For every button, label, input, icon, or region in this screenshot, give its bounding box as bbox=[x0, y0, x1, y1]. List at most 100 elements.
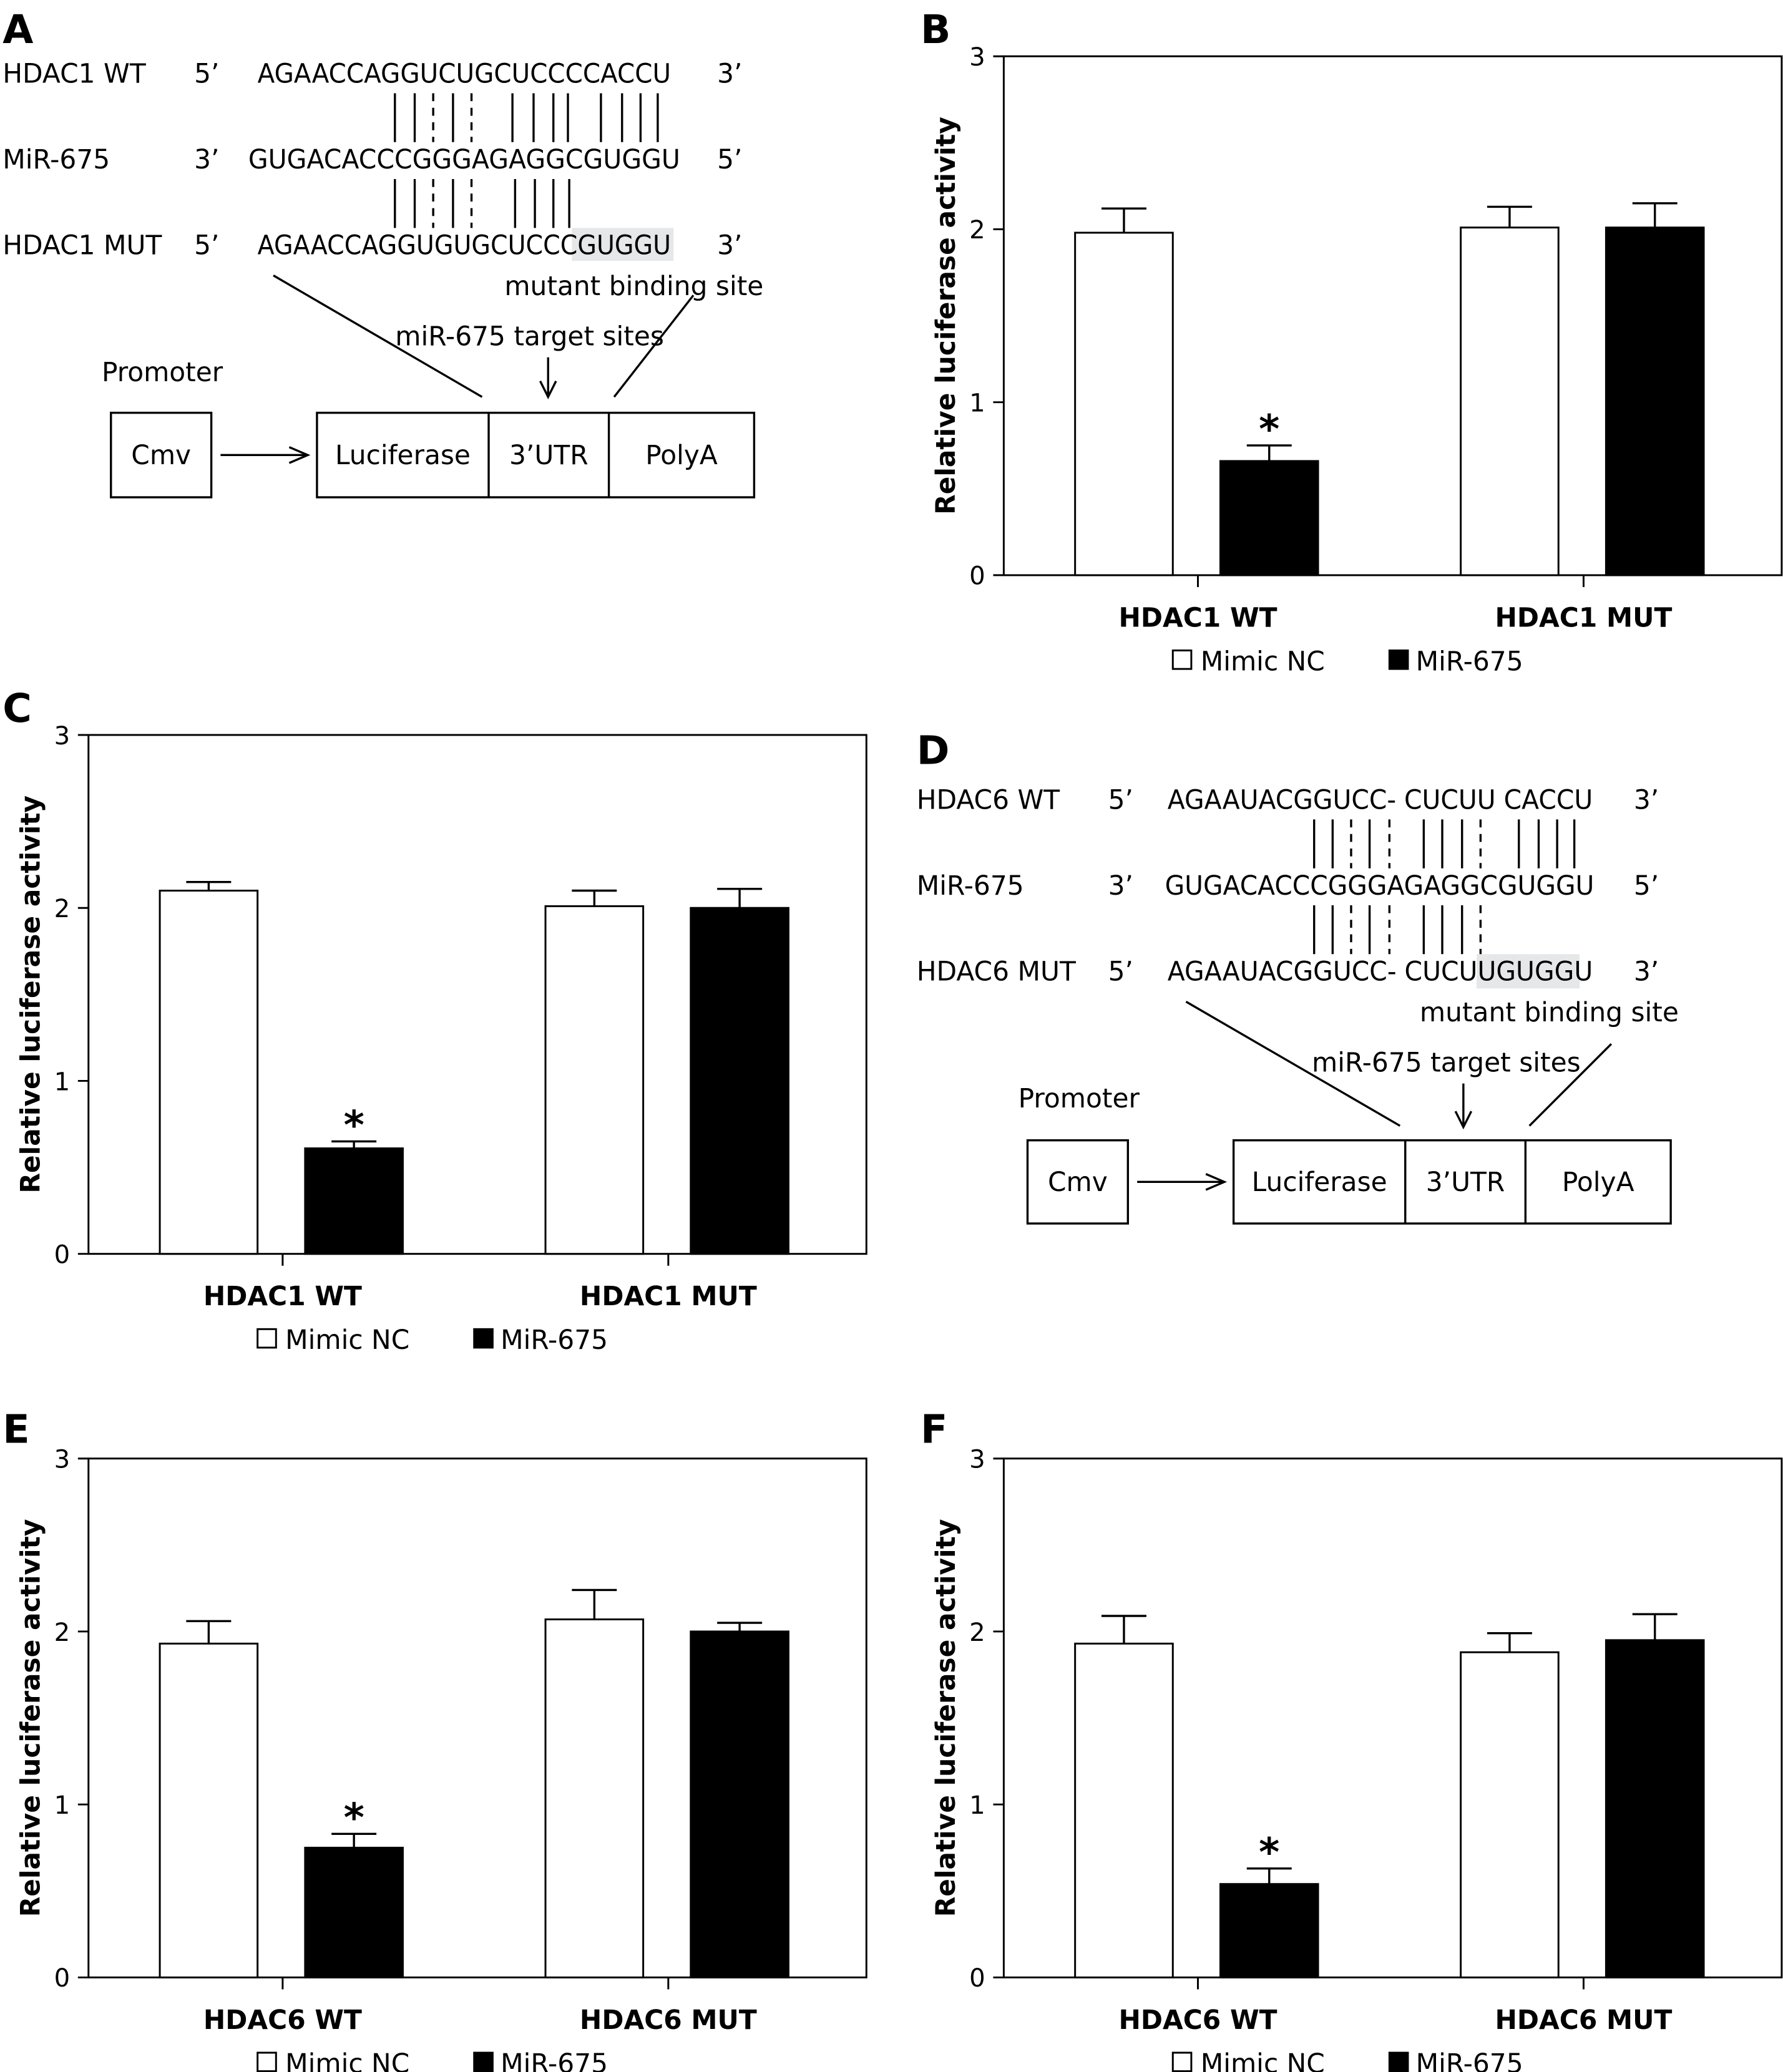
polya-label: PolyA bbox=[645, 440, 718, 470]
utr-label: 3’UTR bbox=[1426, 1167, 1505, 1197]
promoter-label: Promoter bbox=[102, 357, 223, 387]
cmv-box bbox=[110, 411, 213, 499]
y-tick-label: 2 bbox=[54, 1618, 71, 1647]
y-tick-label: 3 bbox=[54, 722, 71, 751]
mutant-highlight bbox=[1477, 954, 1580, 989]
legend-swatch-mir-675 bbox=[473, 2051, 494, 2072]
construct-box bbox=[1232, 1139, 1672, 1225]
connector-line bbox=[1185, 1001, 1401, 1127]
significance-marker: * bbox=[1259, 1829, 1279, 1875]
panel-label-a: A bbox=[2, 6, 33, 52]
y-tick-label: 3 bbox=[969, 43, 985, 72]
plot-frame bbox=[87, 734, 867, 1255]
legend-label-mimic-nc: Mimic NC bbox=[285, 2048, 409, 2072]
y-tick-label: 2 bbox=[54, 895, 71, 923]
x-tick-label: HDAC6 WT bbox=[1118, 2005, 1277, 2035]
bar-mir-675 bbox=[304, 1847, 404, 1978]
legend-label-mir-675: MiR-675 bbox=[1416, 646, 1523, 676]
significance-marker: * bbox=[1259, 406, 1279, 452]
sequence-end-left: 3’ bbox=[194, 144, 219, 175]
sequence-end-left: 5’ bbox=[1108, 784, 1133, 815]
arrow-head-icon bbox=[539, 381, 557, 399]
bar-mimic-nc bbox=[1074, 1642, 1174, 1978]
panel-label-d: D bbox=[917, 727, 950, 774]
sequence-end-right: 5’ bbox=[1634, 870, 1659, 901]
luciferase-label: Luciferase bbox=[335, 440, 471, 470]
sequence-name: HDAC6 MUT bbox=[917, 956, 1076, 987]
sequence-end-right: 3’ bbox=[717, 59, 742, 89]
arrow-head-icon bbox=[1454, 1111, 1473, 1130]
sequence-end-right: 3’ bbox=[1634, 784, 1659, 815]
chart-b: B 0 1 2 3 Relative luciferase activity HDAC1 W… bbox=[921, 6, 1783, 676]
legend-label-mir-675: MiR-675 bbox=[1416, 2048, 1523, 2072]
bar-mir-675 bbox=[1605, 1639, 1705, 1978]
bar-mimic-nc bbox=[159, 890, 259, 1255]
y-tick-label: 0 bbox=[969, 562, 985, 591]
significance-marker: * bbox=[344, 1102, 364, 1148]
sequence-name: HDAC1 MUT bbox=[2, 230, 162, 261]
y-tick-label: 3 bbox=[969, 1446, 985, 1474]
sequence: AGAACCAGGUGUGCUCCCGUGGU bbox=[258, 230, 671, 261]
y-axis-label: Relative luciferase activity bbox=[931, 117, 961, 515]
panel-label-c: C bbox=[2, 685, 32, 731]
sequence-name: HDAC1 WT bbox=[2, 59, 146, 89]
y-tick-label: 2 bbox=[969, 1618, 985, 1647]
y-tick-label: 1 bbox=[969, 1791, 985, 1820]
polya-label: PolyA bbox=[1562, 1167, 1634, 1197]
plot-frame bbox=[87, 1457, 867, 1978]
x-tick-label: HDAC1 WT bbox=[1118, 602, 1277, 633]
legend-swatch-mimic-nc bbox=[256, 2051, 277, 2072]
bar-mimic-nc bbox=[1460, 226, 1560, 576]
chart-e: E 0 1 2 3 Relative luciferase activity HDAC6 W… bbox=[2, 1406, 867, 2072]
legend-swatch-mir-675 bbox=[1388, 2051, 1409, 2072]
sequence: GUGACACCCGGGAGAGGCGUGGU bbox=[1165, 870, 1595, 901]
sequence-end-left: 5’ bbox=[194, 59, 219, 89]
bar-mimic-nc bbox=[544, 905, 645, 1255]
bar-mimic-nc bbox=[1074, 231, 1174, 576]
mutant-binding-site-label: mutant binding site bbox=[504, 271, 763, 301]
legend-label-mimic-nc: Mimic NC bbox=[285, 1325, 409, 1355]
sequence-name: MiR-675 bbox=[2, 144, 110, 175]
legend-label-mimic-nc: Mimic NC bbox=[1201, 2048, 1325, 2072]
chart-f: F 0 1 2 3 Relative luciferase activity HDAC6 W… bbox=[921, 1406, 1783, 2072]
y-tick-label: 3 bbox=[54, 1446, 71, 1474]
cmv-box bbox=[1026, 1139, 1130, 1225]
sequence-name: HDAC6 WT bbox=[917, 784, 1060, 815]
significance-marker: * bbox=[344, 1794, 364, 1841]
mutant-highlight bbox=[572, 228, 674, 261]
y-axis-label: Relative luciferase activity bbox=[15, 795, 46, 1194]
connector-line bbox=[1528, 1043, 1613, 1127]
sequence-end-right: 5’ bbox=[717, 144, 742, 175]
y-tick-label: 0 bbox=[969, 1964, 985, 1993]
y-tick-label: 1 bbox=[969, 389, 985, 417]
connector-line bbox=[613, 294, 695, 398]
y-tick-label: 0 bbox=[54, 1241, 71, 1270]
bar-mimic-nc bbox=[1460, 1651, 1560, 1978]
legend-swatch-mir-675 bbox=[1388, 649, 1409, 670]
construct-box bbox=[316, 411, 756, 499]
cmv-label: Cmv bbox=[131, 440, 191, 470]
panel-label-b: B bbox=[921, 6, 950, 52]
legend-swatch-mir-675 bbox=[473, 1328, 494, 1349]
bar-mir-675 bbox=[1219, 1883, 1319, 1978]
sequence-end-left: 5’ bbox=[194, 230, 219, 261]
sequence: AGAAUACGGUCC- CUCUUGUGGU bbox=[1168, 956, 1593, 987]
y-tick-label: 1 bbox=[54, 1068, 71, 1096]
bar-mir-675 bbox=[690, 1630, 789, 1978]
sequence-end-left: 3’ bbox=[1108, 870, 1133, 901]
y-tick-label: 0 bbox=[54, 1964, 71, 1993]
y-axis-label: Relative luciferase activity bbox=[15, 1519, 46, 1917]
arrow-head-icon bbox=[1205, 1173, 1228, 1191]
panel-label-e: E bbox=[2, 1406, 29, 1452]
legend-label-mimic-nc: Mimic NC bbox=[1201, 646, 1325, 676]
y-tick-label: 1 bbox=[54, 1791, 71, 1820]
arrow-head-icon bbox=[288, 446, 311, 464]
mutant-binding-site-label: mutant binding site bbox=[1420, 997, 1679, 1028]
target-sites-label: miR-675 target sites bbox=[1312, 1048, 1581, 1078]
plot-frame bbox=[1002, 55, 1783, 576]
sequence: GUGACACCCGGGAGAGGCGUGGU bbox=[248, 144, 680, 175]
legend-label-mir-675: MiR-675 bbox=[501, 1325, 608, 1355]
sequence-end-right: 3’ bbox=[1634, 956, 1659, 987]
connector-line bbox=[273, 275, 483, 398]
